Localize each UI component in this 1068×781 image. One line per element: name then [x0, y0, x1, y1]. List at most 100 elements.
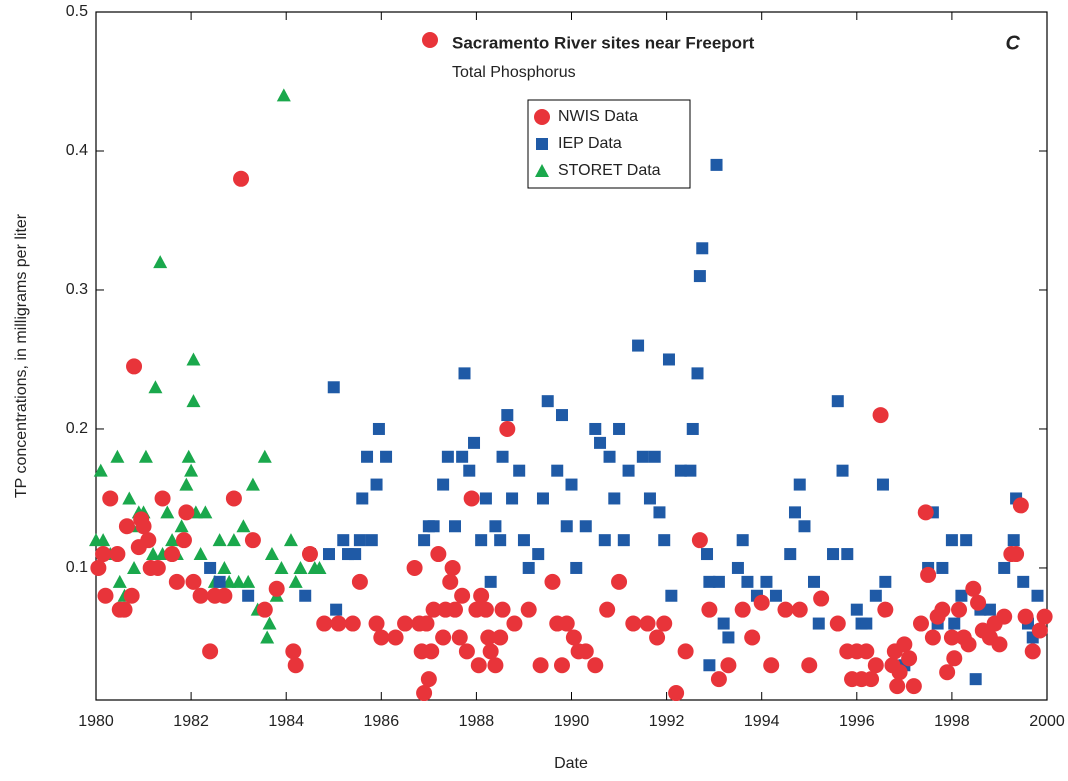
data-point [353, 534, 366, 547]
data-point [430, 546, 447, 563]
data-point [148, 380, 163, 394]
data-point [351, 573, 368, 590]
data-point [449, 520, 462, 533]
data-point [858, 643, 875, 660]
data-point [970, 594, 987, 611]
data-point [587, 657, 604, 674]
x-tick-label: 1988 [459, 713, 495, 730]
data-point [344, 615, 361, 632]
data-point [425, 601, 442, 618]
data-point [499, 420, 516, 437]
data-point [611, 573, 628, 590]
data-point [236, 519, 251, 533]
data-point [496, 450, 509, 463]
data-point [872, 407, 889, 424]
data-point [506, 492, 519, 505]
data-point [836, 464, 849, 477]
data-point [387, 629, 404, 646]
data-point [801, 657, 818, 674]
data-point [668, 685, 685, 702]
data-point [165, 533, 180, 547]
data-point [316, 615, 333, 632]
y-tick-label: 0.3 [66, 281, 88, 298]
data-point [451, 629, 468, 646]
data-point [736, 534, 749, 547]
data-point [463, 490, 480, 507]
data-point [617, 534, 630, 547]
data-point [458, 367, 471, 380]
data-point [204, 561, 217, 574]
data-point [416, 685, 433, 702]
data-point [877, 601, 894, 618]
data-point [216, 587, 233, 604]
data-point [186, 352, 201, 366]
data-point [648, 450, 661, 463]
data-point [283, 533, 298, 547]
data-point [541, 395, 554, 408]
data-point [760, 575, 773, 588]
data-point [701, 601, 718, 618]
data-point [867, 657, 884, 674]
data-point [262, 616, 277, 630]
data-point [1012, 497, 1029, 514]
data-point [186, 394, 201, 408]
data-point [168, 573, 185, 590]
data-point [494, 534, 507, 547]
legend-box [527, 99, 691, 189]
data-point [373, 629, 390, 646]
data-point [793, 478, 806, 491]
data-point [951, 601, 968, 618]
data-point [710, 158, 723, 171]
data-point [813, 590, 830, 607]
data-point [217, 560, 232, 574]
data-point [551, 464, 564, 477]
data-point [677, 643, 694, 660]
y-tick-label: 0.5 [66, 3, 88, 20]
data-point [603, 450, 616, 463]
y-tick-label: 0.1 [66, 559, 88, 576]
x-tick-label: 1990 [554, 713, 590, 730]
data-point [691, 532, 708, 549]
data-point [153, 255, 168, 269]
data-point [225, 490, 242, 507]
data-point [983, 603, 996, 616]
data-point [570, 561, 583, 574]
y-tick-label: 0.4 [66, 142, 88, 159]
data-point [479, 492, 492, 505]
data-point [444, 559, 461, 576]
data-point [934, 601, 951, 618]
x-tick-label: 1992 [649, 713, 685, 730]
data-point [361, 450, 374, 463]
data-point [293, 560, 308, 574]
data-point [244, 532, 261, 549]
data-point [257, 449, 272, 463]
data-point [712, 575, 725, 588]
legend-marker [535, 164, 549, 177]
data-point [312, 560, 327, 574]
data-point [788, 506, 801, 519]
data-point [301, 546, 318, 563]
data-point [701, 548, 714, 561]
data-point [798, 520, 811, 533]
data-point [112, 574, 127, 588]
data-point [741, 575, 754, 588]
data-point [674, 464, 687, 477]
data-point [192, 587, 209, 604]
data-point [489, 520, 502, 533]
data-point [126, 358, 143, 375]
data-point [665, 589, 678, 602]
data-point [536, 492, 549, 505]
data-point [327, 381, 340, 394]
data-point [110, 449, 125, 463]
data-point [480, 629, 497, 646]
data-point [532, 548, 545, 561]
data-point [212, 533, 227, 547]
data-point [233, 170, 250, 187]
data-point [1017, 608, 1034, 625]
x-tick-label: 1980 [78, 713, 114, 730]
data-point [710, 671, 727, 688]
data-point [397, 615, 414, 632]
data-point [560, 520, 573, 533]
data-point [841, 548, 854, 561]
data-point [991, 636, 1008, 653]
